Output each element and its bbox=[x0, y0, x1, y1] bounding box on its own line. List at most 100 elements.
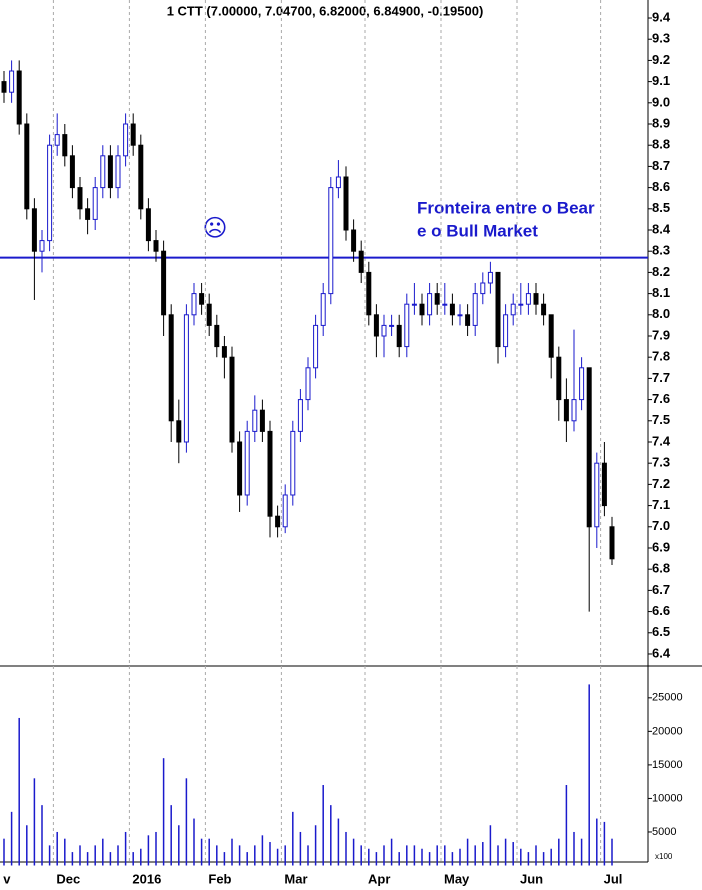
volume-bar bbox=[542, 852, 545, 866]
candle-body bbox=[571, 399, 577, 422]
candle-body bbox=[153, 240, 159, 252]
volume-bar bbox=[261, 835, 264, 866]
candle-body bbox=[176, 420, 182, 443]
volume-bar bbox=[269, 842, 271, 866]
volume-bar bbox=[573, 831, 575, 866]
candle-body bbox=[24, 123, 30, 210]
candle-body bbox=[214, 324, 220, 348]
volume-bar bbox=[208, 838, 210, 866]
volume-bar bbox=[170, 805, 172, 866]
volume-bar bbox=[155, 831, 157, 866]
volume-bar bbox=[299, 831, 302, 866]
candle-body bbox=[358, 250, 364, 273]
y-tick-label: 8.7 bbox=[652, 158, 670, 173]
y-tick-label: 20000 bbox=[652, 725, 683, 737]
volume-bar bbox=[535, 845, 537, 866]
volume-bar bbox=[580, 838, 583, 866]
volume-bar bbox=[216, 845, 218, 866]
volume-bar bbox=[588, 684, 590, 866]
candle-body bbox=[472, 293, 478, 326]
candle-body bbox=[427, 293, 433, 316]
annotation: Fronteira entre o Bear bbox=[417, 198, 595, 217]
volume-bar bbox=[406, 845, 408, 866]
candle-body bbox=[16, 70, 22, 125]
candle-body bbox=[161, 250, 167, 316]
y-tick-label: 8.8 bbox=[652, 137, 670, 152]
candle-body bbox=[442, 303, 448, 306]
volume-bar bbox=[322, 785, 324, 866]
y-tick-label: 9.3 bbox=[652, 31, 670, 46]
volume-bar bbox=[383, 845, 385, 866]
candle-body bbox=[85, 208, 91, 220]
volume-bar bbox=[444, 845, 446, 866]
y-tick-label: 25000 bbox=[652, 692, 683, 704]
candle-body bbox=[351, 229, 357, 252]
y-tick-label: 7.1 bbox=[652, 497, 670, 512]
candle-body bbox=[305, 367, 311, 401]
y-tick-label: 6.7 bbox=[652, 582, 670, 597]
volume-bar bbox=[284, 845, 286, 866]
candle-body bbox=[419, 303, 425, 316]
volume-bar bbox=[86, 852, 89, 866]
x-tick-label: Dec bbox=[56, 871, 80, 886]
volume-bar bbox=[314, 825, 317, 866]
x-tick-label: May bbox=[444, 871, 470, 886]
volume-bar bbox=[71, 852, 74, 866]
x-tick-label: Feb bbox=[208, 871, 231, 886]
volume-bar bbox=[558, 838, 560, 866]
volume-bar bbox=[246, 852, 248, 866]
y-tick-label: 9.2 bbox=[652, 52, 670, 67]
candle-body bbox=[594, 462, 600, 528]
candle-body bbox=[123, 123, 129, 157]
candle-body bbox=[130, 123, 136, 146]
candle-body bbox=[199, 293, 205, 305]
candle-body bbox=[328, 187, 334, 295]
candle-body bbox=[69, 155, 75, 189]
x-tick-label: 2016 bbox=[132, 871, 161, 886]
candle-body bbox=[381, 324, 387, 337]
candle-body bbox=[541, 303, 547, 316]
y-tick-label: 7.6 bbox=[652, 391, 670, 406]
volume-bar bbox=[124, 831, 127, 866]
volume-bar bbox=[3, 838, 5, 866]
volume-bar bbox=[132, 852, 134, 866]
x-tick-label: v bbox=[3, 871, 11, 886]
candle-body bbox=[252, 409, 258, 432]
candle-body bbox=[191, 293, 197, 316]
y-tick-label: 7.9 bbox=[652, 327, 670, 342]
candle-body bbox=[9, 70, 15, 93]
volume-bar bbox=[178, 825, 180, 866]
volume-bar bbox=[147, 835, 150, 866]
candle-body bbox=[556, 356, 562, 401]
y-tick-label: 8.4 bbox=[652, 221, 671, 236]
candle-body bbox=[480, 282, 486, 295]
y-tick-label: 7.4 bbox=[652, 433, 671, 448]
x-tick-label: Apr bbox=[368, 871, 390, 886]
volume-bar bbox=[140, 848, 142, 866]
volume-bar bbox=[94, 845, 96, 866]
volume-bar bbox=[603, 821, 606, 866]
volume-bar bbox=[109, 852, 112, 866]
volume-bar bbox=[390, 838, 393, 866]
y-tick-label: 15000 bbox=[652, 759, 683, 771]
candle-body bbox=[457, 314, 463, 317]
candle-body bbox=[77, 187, 83, 210]
y-tick-label: 8.3 bbox=[652, 243, 670, 258]
candle-body bbox=[229, 356, 235, 443]
volume-unit-label: x100 bbox=[655, 852, 673, 861]
volume-bar bbox=[307, 845, 309, 866]
volume-bar bbox=[352, 838, 355, 866]
candle-body bbox=[465, 314, 471, 326]
volume-bar bbox=[451, 852, 454, 866]
candle-body bbox=[297, 399, 303, 432]
candle-body bbox=[366, 271, 372, 316]
volume-bar bbox=[413, 845, 416, 866]
chart-title: 1 CTT (7.00000, 7.04700, 6.82000, 6.8490… bbox=[167, 3, 484, 18]
candle-body bbox=[115, 155, 121, 189]
volume-bar bbox=[398, 852, 400, 866]
y-tick-label: 6.4 bbox=[652, 645, 671, 660]
volume-bar bbox=[231, 838, 233, 866]
volume-bar bbox=[596, 818, 598, 866]
x-tick-label: Jun bbox=[520, 871, 543, 886]
candle-body bbox=[145, 208, 151, 242]
